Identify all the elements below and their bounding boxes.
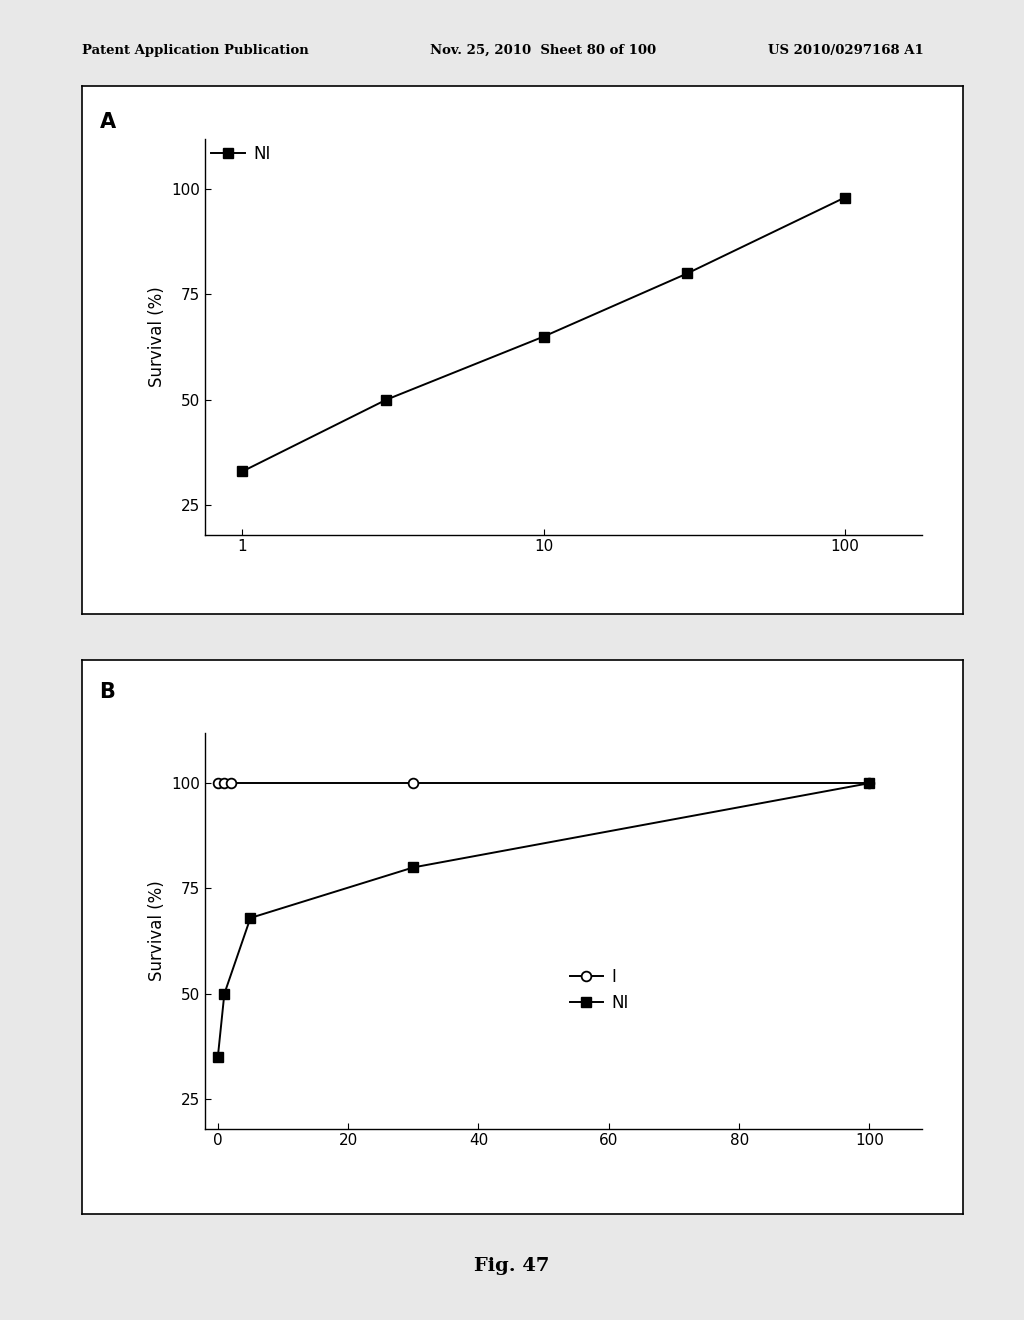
Text: B: B <box>99 682 116 702</box>
Line: I: I <box>213 779 874 788</box>
I <box>224 775 237 791</box>
NI <box>245 909 257 925</box>
NI <box>839 190 851 206</box>
I <box>218 775 230 791</box>
Line: NI: NI <box>213 779 874 1061</box>
NI <box>380 392 392 408</box>
NI <box>212 1049 224 1065</box>
Text: US 2010/0297168 A1: US 2010/0297168 A1 <box>768 44 924 57</box>
NI <box>863 775 876 791</box>
NI <box>237 463 249 479</box>
I <box>863 775 876 791</box>
NI <box>538 329 550 345</box>
Legend: NI: NI <box>205 139 278 170</box>
Y-axis label: Survival (%): Survival (%) <box>147 880 166 981</box>
I <box>408 775 420 791</box>
Text: Fig. 47: Fig. 47 <box>474 1257 550 1275</box>
I <box>212 775 224 791</box>
Text: A: A <box>99 112 116 132</box>
NI <box>681 265 693 281</box>
Legend: I, NI: I, NI <box>563 961 635 1019</box>
NI <box>218 986 230 1002</box>
Text: Patent Application Publication: Patent Application Publication <box>82 44 308 57</box>
Line: NI: NI <box>238 193 850 477</box>
Y-axis label: Survival (%): Survival (%) <box>147 286 166 387</box>
NI <box>408 859 420 875</box>
Text: Nov. 25, 2010  Sheet 80 of 100: Nov. 25, 2010 Sheet 80 of 100 <box>430 44 656 57</box>
